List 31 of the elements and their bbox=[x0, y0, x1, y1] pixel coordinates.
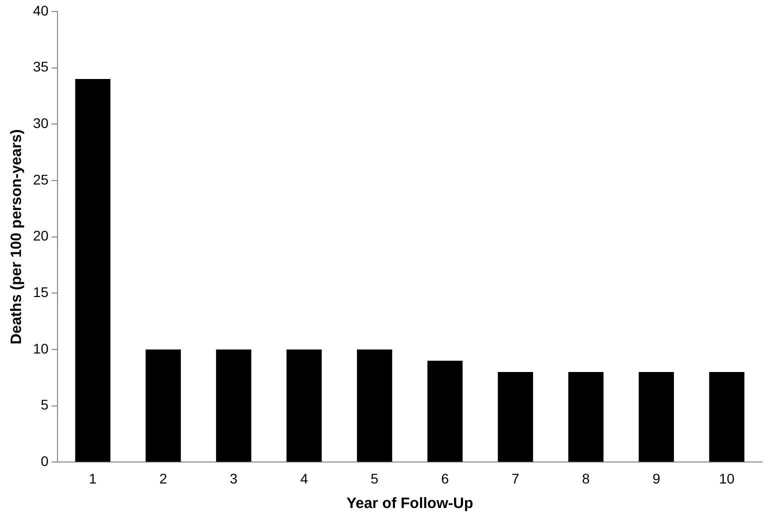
y-tick-label: 25 bbox=[32, 171, 49, 188]
y-axis-title: Deaths (per 100 person-years) bbox=[8, 129, 26, 344]
x-axis-title: Year of Follow-Up bbox=[346, 495, 474, 512]
x-tick-label: 6 bbox=[441, 470, 450, 486]
x-tick-label: 1 bbox=[88, 470, 97, 486]
y-tick-label: 10 bbox=[32, 340, 49, 356]
y-tick-label: 20 bbox=[32, 228, 49, 244]
bar bbox=[286, 350, 322, 462]
bar bbox=[709, 372, 744, 462]
bar bbox=[568, 372, 604, 462]
bar bbox=[216, 350, 252, 462]
y-tick-label: 5 bbox=[40, 396, 49, 413]
x-tick-label: 4 bbox=[300, 470, 308, 486]
y-tick-label: 30 bbox=[32, 114, 49, 131]
x-tick-label: 3 bbox=[230, 470, 238, 486]
bar bbox=[356, 350, 392, 462]
x-tick-label: 2 bbox=[159, 470, 168, 486]
y-tick-label: 0 bbox=[40, 453, 49, 470]
x-tick-label: 9 bbox=[652, 470, 660, 486]
x-tick-label: 5 bbox=[370, 470, 379, 486]
x-tick-label: 8 bbox=[582, 470, 590, 486]
y-tick-label: 35 bbox=[32, 58, 49, 75]
x-tick-label: 7 bbox=[512, 470, 520, 486]
bar bbox=[75, 79, 110, 462]
y-tick-label: 40 bbox=[32, 2, 49, 18]
bar bbox=[638, 372, 674, 462]
y-tick-label: 15 bbox=[32, 284, 49, 300]
bar bbox=[427, 360, 463, 462]
x-tick-label: 10 bbox=[718, 470, 735, 486]
bar bbox=[498, 372, 534, 462]
bar bbox=[146, 350, 181, 462]
